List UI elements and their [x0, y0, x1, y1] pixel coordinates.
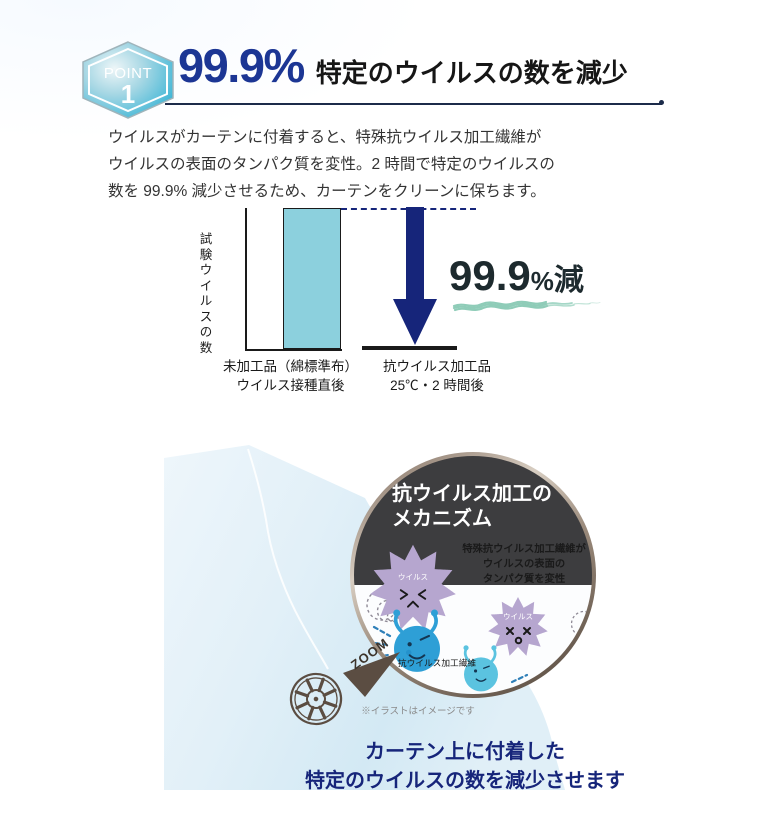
- svg-text:タンパク質を変性: タンパク質を変性: [483, 572, 565, 585]
- svg-text:※イラストはイメージです: ※イラストはイメージです: [361, 706, 475, 717]
- svg-text:抗ウイルス加工の: 抗ウイルス加工の: [392, 481, 552, 505]
- svg-text:メカニズム: メカニズム: [392, 506, 492, 530]
- svg-text:ウイルス: ウイルス: [503, 612, 533, 621]
- svg-text:ウイルスの表面の: ウイルスの表面の: [483, 557, 565, 570]
- svg-text:抗ウイルス加工繊維: 抗ウイルス加工繊維: [398, 657, 477, 668]
- svg-text:特殊抗ウイルス加工繊維が: 特殊抗ウイルス加工繊維が: [462, 542, 586, 555]
- svg-text:ウイルス: ウイルス: [398, 572, 428, 581]
